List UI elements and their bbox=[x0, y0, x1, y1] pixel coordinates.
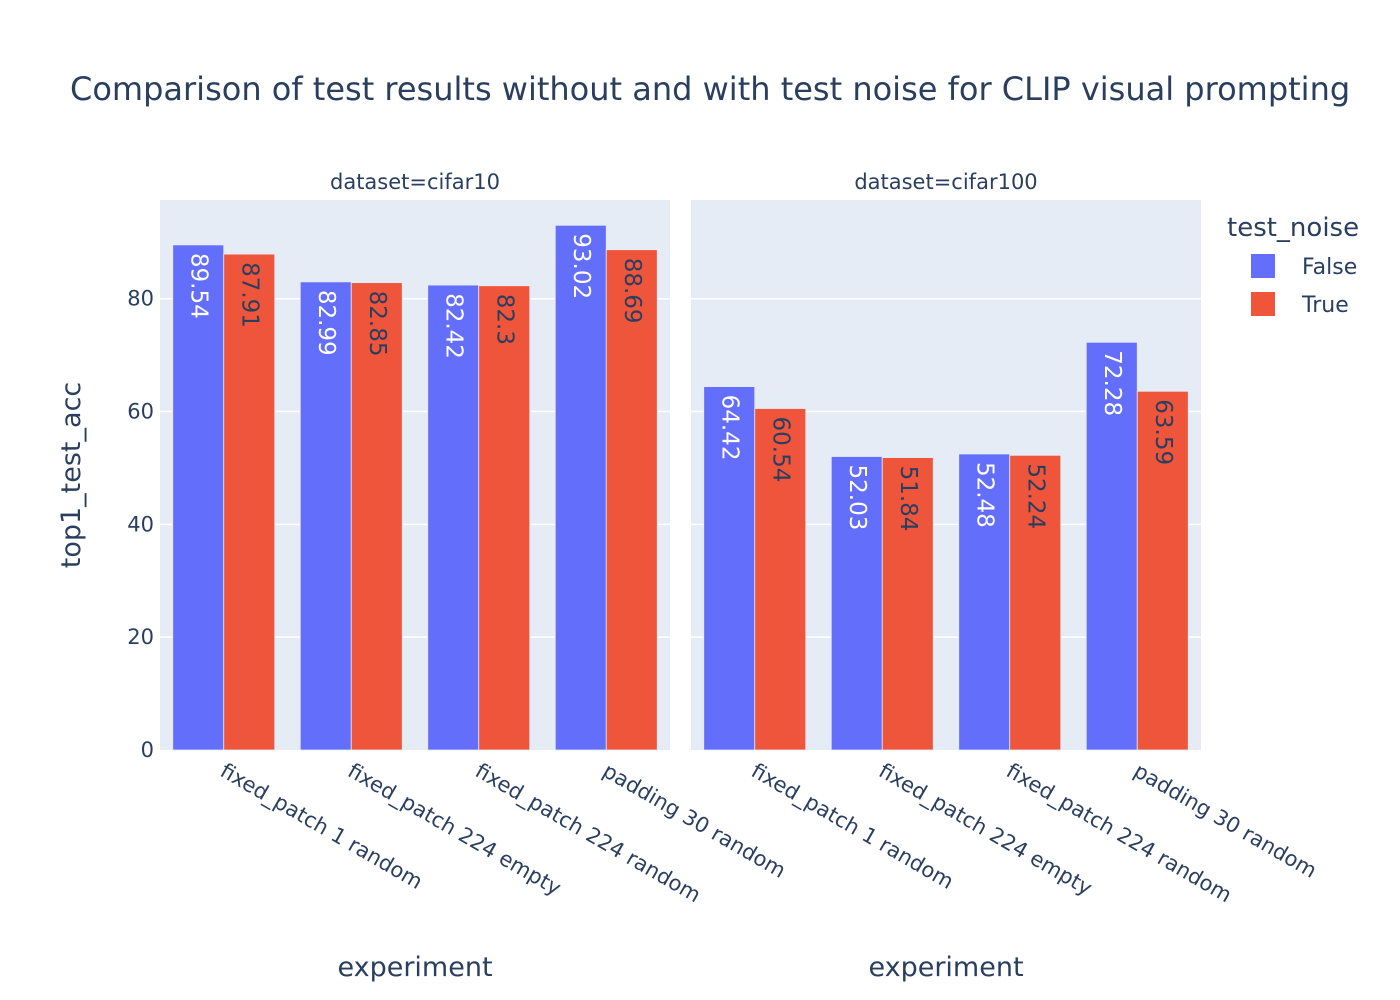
y-tick-label: 0 bbox=[141, 738, 154, 762]
bar bbox=[1009, 454, 1062, 751]
x-tick-label: fixed_patch 224 empty bbox=[343, 759, 565, 902]
bar bbox=[830, 456, 883, 751]
bar bbox=[881, 457, 934, 751]
bar bbox=[554, 224, 607, 751]
bar-data-label: 88.69 bbox=[619, 258, 645, 324]
x-tick-label: fixed_patch 224 random bbox=[471, 759, 705, 909]
bar bbox=[478, 285, 531, 751]
bar-data-label: 52.03 bbox=[844, 464, 870, 530]
bar-data-label: 82.3 bbox=[491, 294, 517, 345]
bar-data-label: 82.85 bbox=[364, 291, 390, 357]
legend-swatch bbox=[1251, 292, 1275, 316]
x-tick-label: fixed_patch 224 empty bbox=[874, 759, 1096, 902]
bar-data-label: 52.48 bbox=[971, 462, 997, 528]
bar bbox=[299, 281, 352, 751]
bar bbox=[350, 282, 403, 751]
legend-swatch bbox=[1251, 254, 1275, 278]
bar bbox=[223, 253, 276, 751]
bar-data-label: 63.59 bbox=[1150, 399, 1176, 465]
bar bbox=[605, 249, 658, 751]
bar bbox=[1085, 341, 1138, 751]
bar-data-label: 51.84 bbox=[895, 466, 921, 532]
bar bbox=[754, 408, 807, 751]
x-axis-title: experiment bbox=[868, 952, 1023, 983]
legend-label: False bbox=[1302, 255, 1357, 280]
facets: 0 20 40 60 80 top1_test_acc dataset=cifar10 89.… bbox=[56, 170, 1321, 983]
bar-data-label: 64.42 bbox=[716, 395, 742, 461]
legend-title: test_noise bbox=[1227, 213, 1359, 243]
facet-label: dataset=cifar10 bbox=[330, 170, 500, 194]
legend: test_noise False True bbox=[1227, 213, 1359, 318]
bar-data-label: 72.28 bbox=[1099, 350, 1125, 416]
bar-data-label: 52.24 bbox=[1022, 463, 1048, 529]
y-tick-label: 60 bbox=[127, 400, 154, 424]
y-axis-title: top1_test_acc bbox=[56, 382, 87, 569]
facet-label: dataset=cifar100 bbox=[854, 170, 1037, 194]
bar-data-label: 93.02 bbox=[568, 233, 594, 299]
legend-item[interactable]: False bbox=[1251, 254, 1357, 280]
bar-data-label: 60.54 bbox=[767, 416, 793, 482]
bar-data-label: 82.42 bbox=[440, 293, 466, 359]
x-tick-label: fixed_patch 1 random bbox=[216, 759, 427, 895]
chart-title: Comparison of test results without and w… bbox=[70, 70, 1350, 108]
y-tick-label: 40 bbox=[127, 512, 154, 536]
x-axis-title: experiment bbox=[337, 952, 492, 983]
bar bbox=[1136, 390, 1189, 751]
legend-label: True bbox=[1301, 293, 1349, 318]
bar bbox=[172, 244, 225, 751]
y-tick-label: 80 bbox=[127, 287, 154, 311]
bar bbox=[427, 284, 480, 751]
bar-data-label: 87.91 bbox=[236, 262, 262, 328]
legend-item[interactable]: True bbox=[1251, 292, 1349, 318]
x-tick-label: fixed_patch 224 random bbox=[1002, 759, 1236, 909]
bar-data-label: 82.99 bbox=[313, 290, 339, 356]
bar-data-label: 89.54 bbox=[185, 253, 211, 319]
y-tick-label: 20 bbox=[127, 625, 154, 649]
bar bbox=[703, 386, 756, 751]
